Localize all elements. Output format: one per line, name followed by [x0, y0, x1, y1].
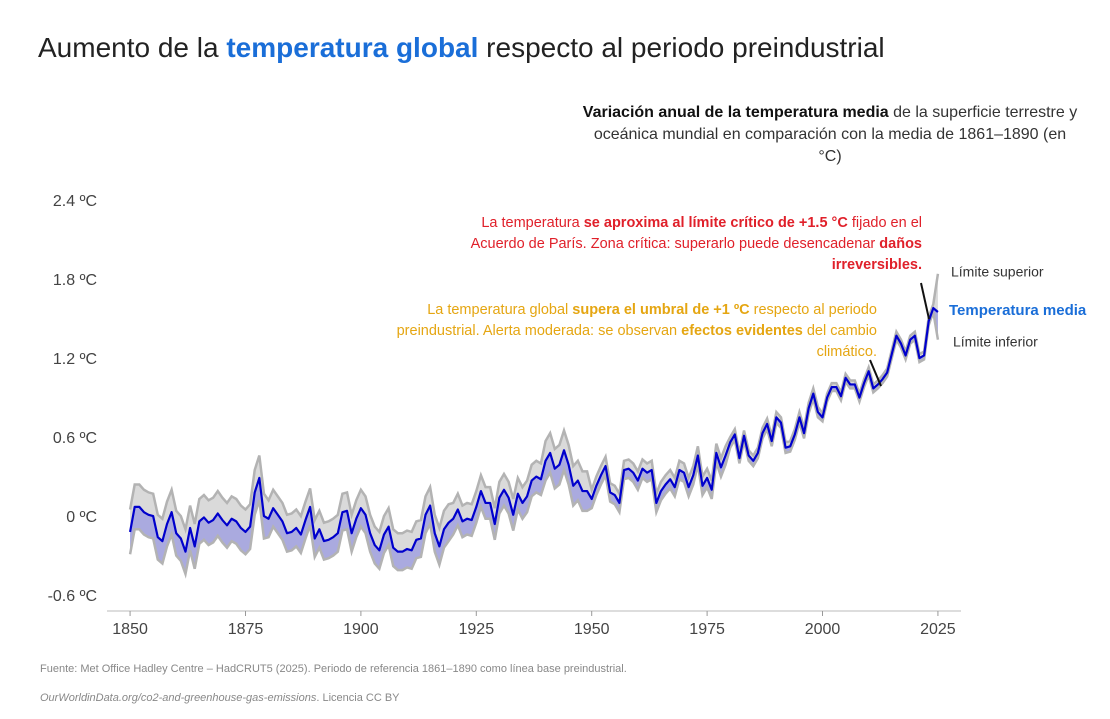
x-tick-label: 1900	[343, 621, 379, 638]
x-tick-label: 1850	[112, 621, 148, 638]
annotation-text: del cambio climático.	[802, 323, 877, 360]
license-note: OurWorldinData.org/co2-and-greenhouse-ga…	[40, 692, 400, 704]
mean-line	[128, 306, 939, 553]
x-tick-label: 1875	[228, 621, 264, 638]
annotation: La temperatura se aproxima al límite crí…	[440, 213, 922, 276]
annotation-text: se aproxima al límite crítico de +1.5 °C	[583, 215, 848, 231]
leader-line	[920, 282, 930, 320]
source-link[interactable]: OurWorldinData.org/co2-and-greenhouse-ga…	[40, 692, 317, 704]
annotation-text: La temperatura global	[427, 302, 573, 318]
x-tick-label: 1925	[459, 621, 495, 638]
lower-limit-line	[128, 311, 940, 579]
series-label: Temperatura media	[949, 302, 1087, 319]
x-tick-label: 1975	[689, 621, 725, 638]
series-label: Límite inferior	[953, 334, 1038, 350]
chart-title: Aumento de la temperatura global respect…	[38, 32, 885, 64]
leader-line	[869, 359, 882, 387]
y-tick-label: 2.4 ºC	[53, 193, 97, 210]
annotation-text: daños irreversibles.	[831, 236, 922, 273]
annotation-text: respecto al periodo preindustrial. Alert…	[396, 302, 877, 339]
series-label: Límite superior	[951, 264, 1044, 280]
title-text: respecto al periodo preindustrial	[478, 32, 885, 63]
annotation-text: fijado en el Acuerdo de París. Zona crít…	[470, 215, 922, 252]
annotation: La temperatura global supera el umbral d…	[395, 300, 877, 363]
title-text: Aumento de la	[38, 32, 227, 63]
x-tick-label: 1950	[574, 621, 610, 638]
y-tick-label: 1.8 ºC	[53, 272, 97, 289]
subtitle-text: de la superficie terrestre y oceánica mu…	[593, 104, 1078, 165]
annotation-text: supera el umbral de +1 ºC	[572, 302, 750, 318]
license-text: . Licencia CC BY	[316, 692, 400, 704]
source-note: Fuente: Met Office Hadley Centre – HadCR…	[40, 663, 627, 675]
y-tick-label: 0.6 ºC	[53, 430, 97, 447]
x-tick-label: 2000	[805, 621, 841, 638]
x-tick-label: 2025	[920, 621, 956, 638]
upper-limit-line	[128, 273, 940, 535]
y-tick-label: -0.6 ºC	[48, 588, 97, 605]
subtitle-bold: Variación anual de la temperatura media	[582, 104, 889, 121]
y-tick-label: 0 ºC	[66, 509, 97, 526]
y-tick-label: 1.2 ºC	[53, 351, 97, 368]
annotation-text: efectos evidentes	[681, 323, 803, 339]
subtitle: Variación anual de la temperatura media …	[580, 102, 1080, 168]
title-highlight: temperatura global	[226, 32, 479, 63]
annotation-text: La temperatura	[481, 215, 584, 231]
